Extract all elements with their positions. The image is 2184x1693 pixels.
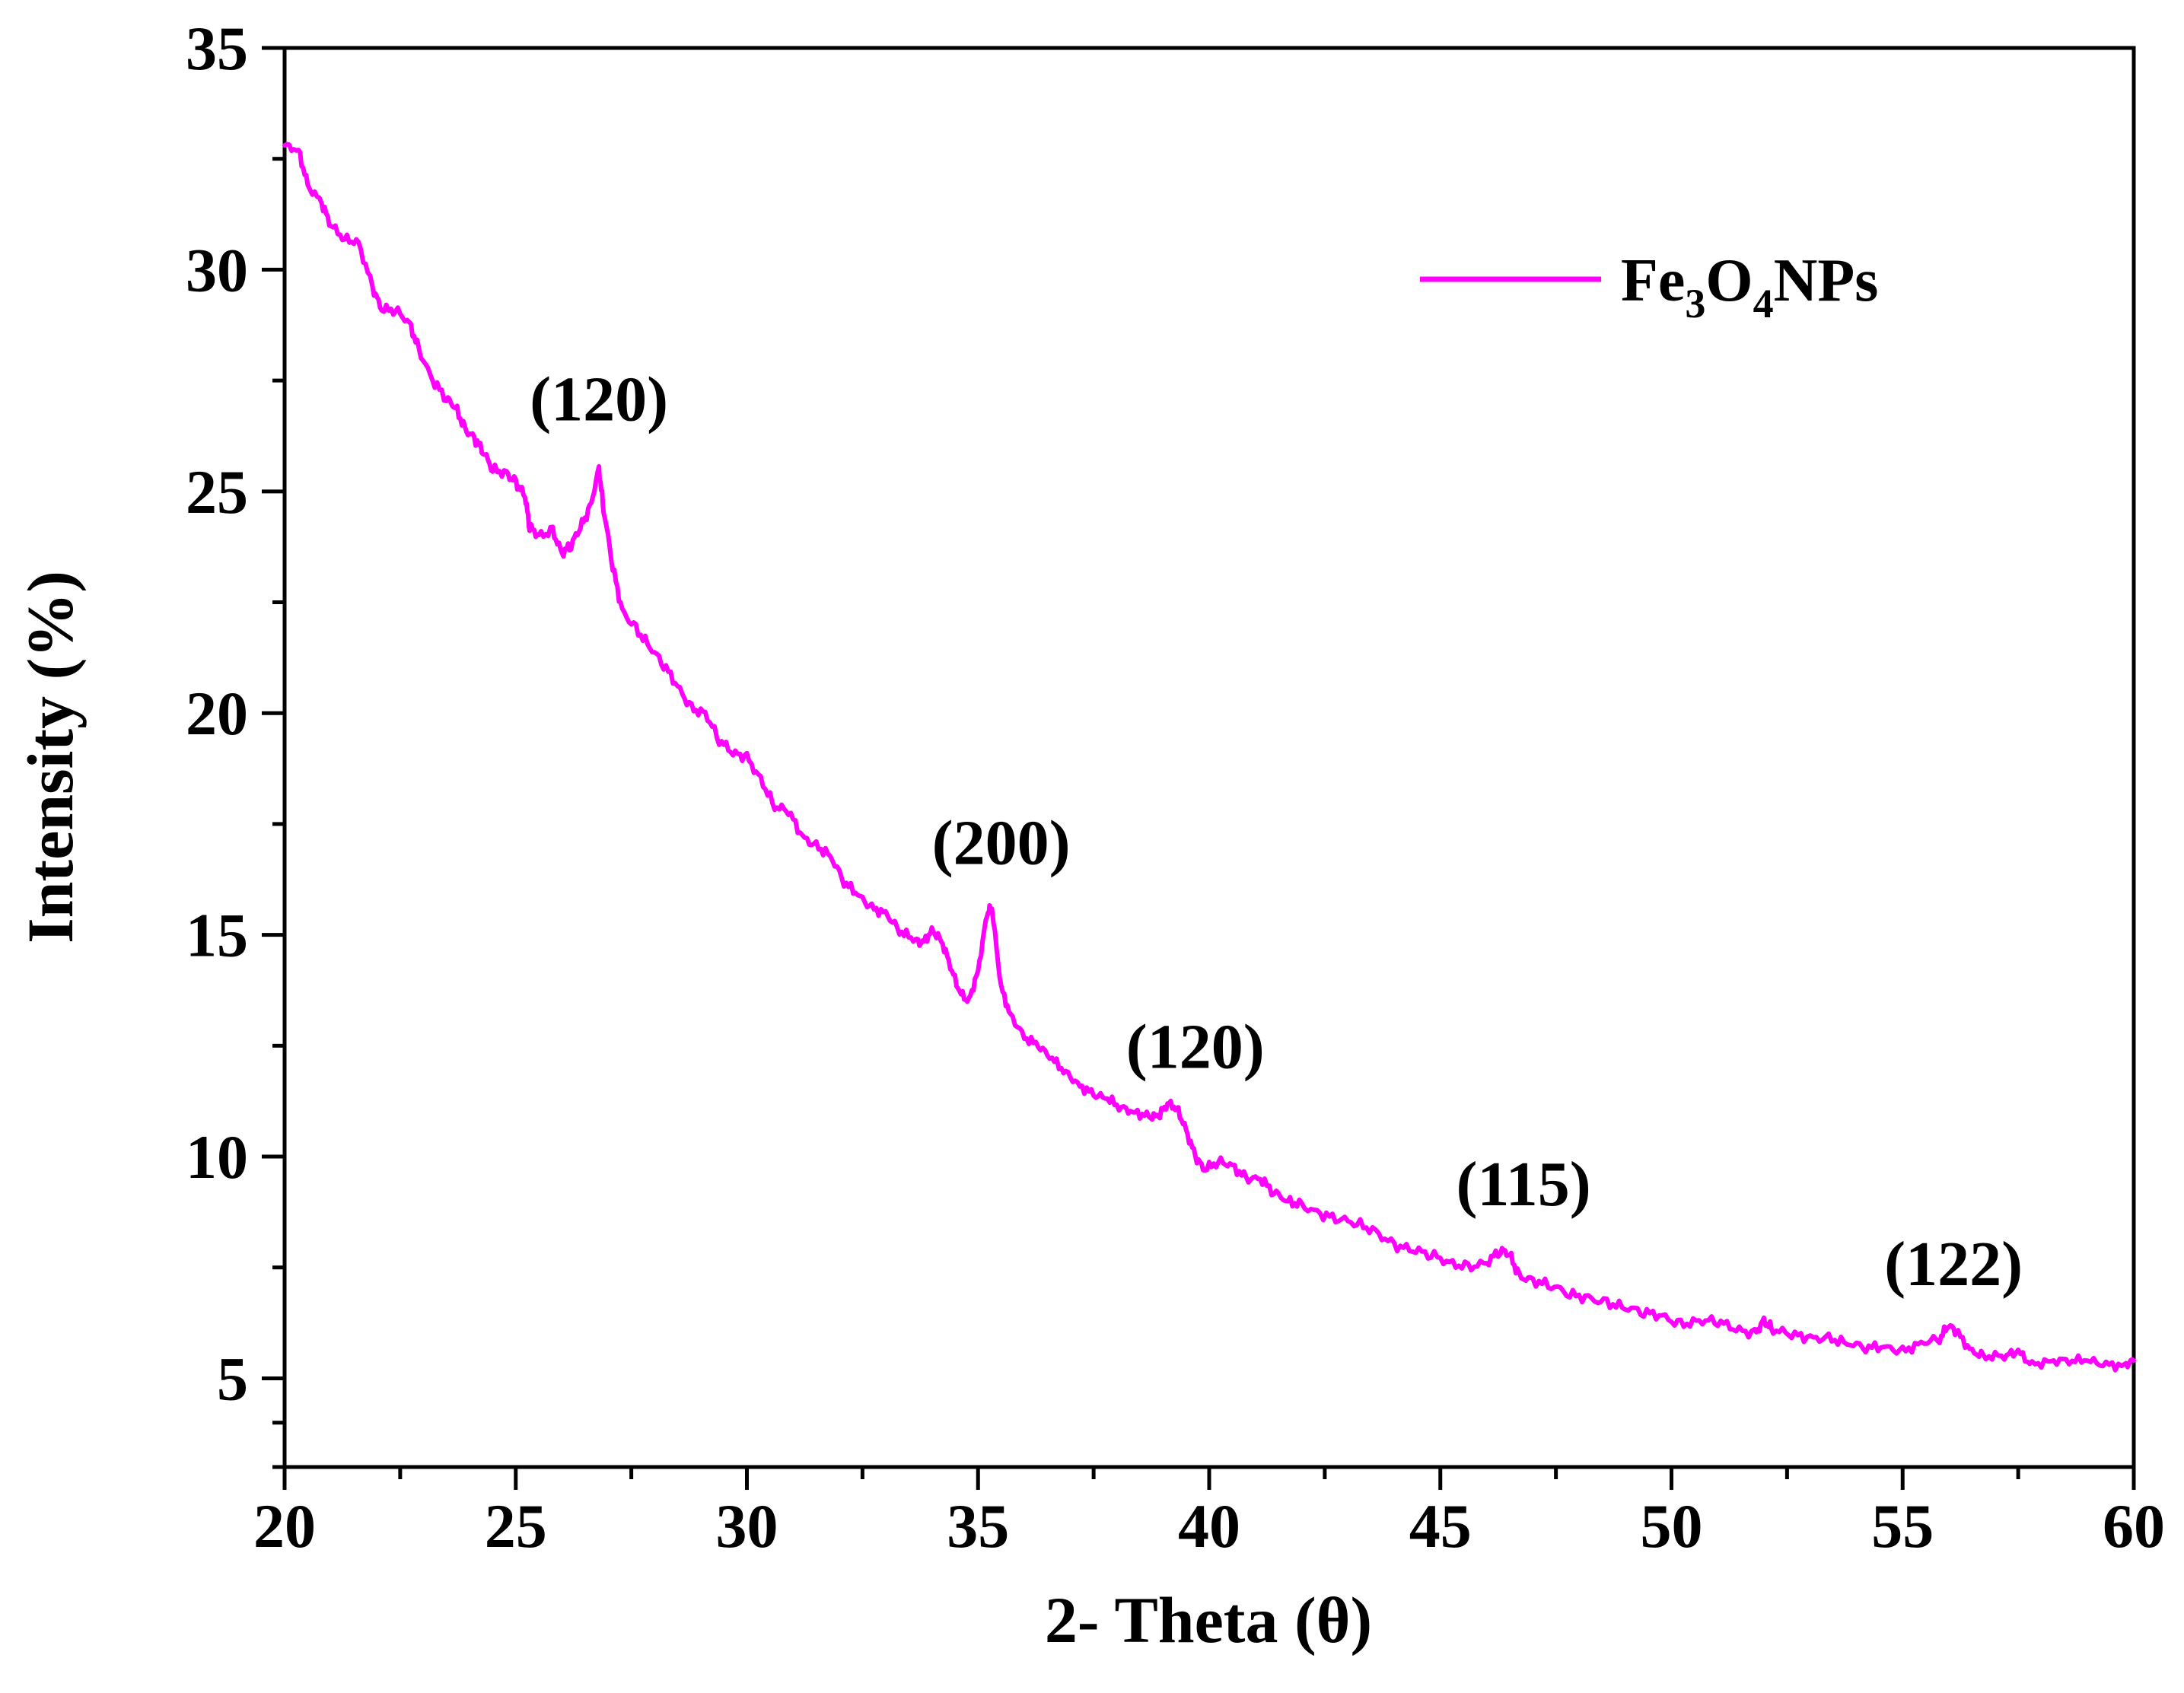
y-tick-label: 10 (186, 1122, 248, 1192)
peak-label: (120) (530, 364, 668, 435)
x-tick-label: 20 (253, 1491, 316, 1561)
x-tick-label: 25 (485, 1491, 547, 1561)
y-axis-title: Intensity (%) (14, 571, 87, 944)
axis-tick-labels: 20 25 30 35 40 45 50 55 60 5 10 15 20 25 30 35 (186, 14, 2165, 1561)
series-line-fe3o4nps (282, 142, 2136, 1373)
legend-label: Fe3O4NPs (1621, 247, 1878, 326)
y-tick-label: 5 (217, 1344, 248, 1413)
x-tick-label: 40 (1178, 1491, 1240, 1561)
legend: Fe3O4NPs (1420, 247, 1878, 326)
y-tick-label: 30 (186, 235, 248, 304)
peak-label: (120) (1126, 1011, 1265, 1082)
x-tick-label: 45 (1409, 1491, 1472, 1561)
axis-ticks (262, 46, 2136, 1490)
x-tick-label: 60 (2103, 1491, 2165, 1561)
x-tick-label: 55 (1871, 1491, 1934, 1561)
y-tick-label: 35 (186, 14, 248, 83)
y-tick-label: 15 (186, 901, 248, 970)
peak-label: (122) (1884, 1229, 2023, 1300)
x-axis-title: 2- Theta (θ) (1045, 1583, 1372, 1656)
x-tick-label: 30 (716, 1491, 778, 1561)
x-tick-label: 50 (1641, 1491, 1703, 1561)
peak-label: (200) (932, 807, 1071, 878)
peak-label: (115) (1456, 1149, 1590, 1220)
y-tick-label: 20 (186, 679, 248, 748)
y-tick-label: 25 (186, 457, 248, 527)
x-tick-label: 35 (947, 1491, 1009, 1561)
peak-annotations: (120) (200) (120) (115) (122) (530, 364, 2023, 1300)
